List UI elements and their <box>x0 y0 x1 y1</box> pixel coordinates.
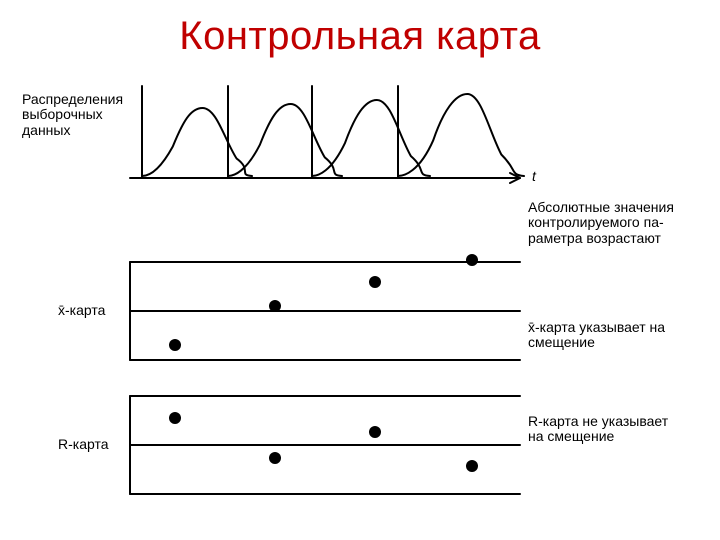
control-chart-diagram <box>0 0 720 540</box>
